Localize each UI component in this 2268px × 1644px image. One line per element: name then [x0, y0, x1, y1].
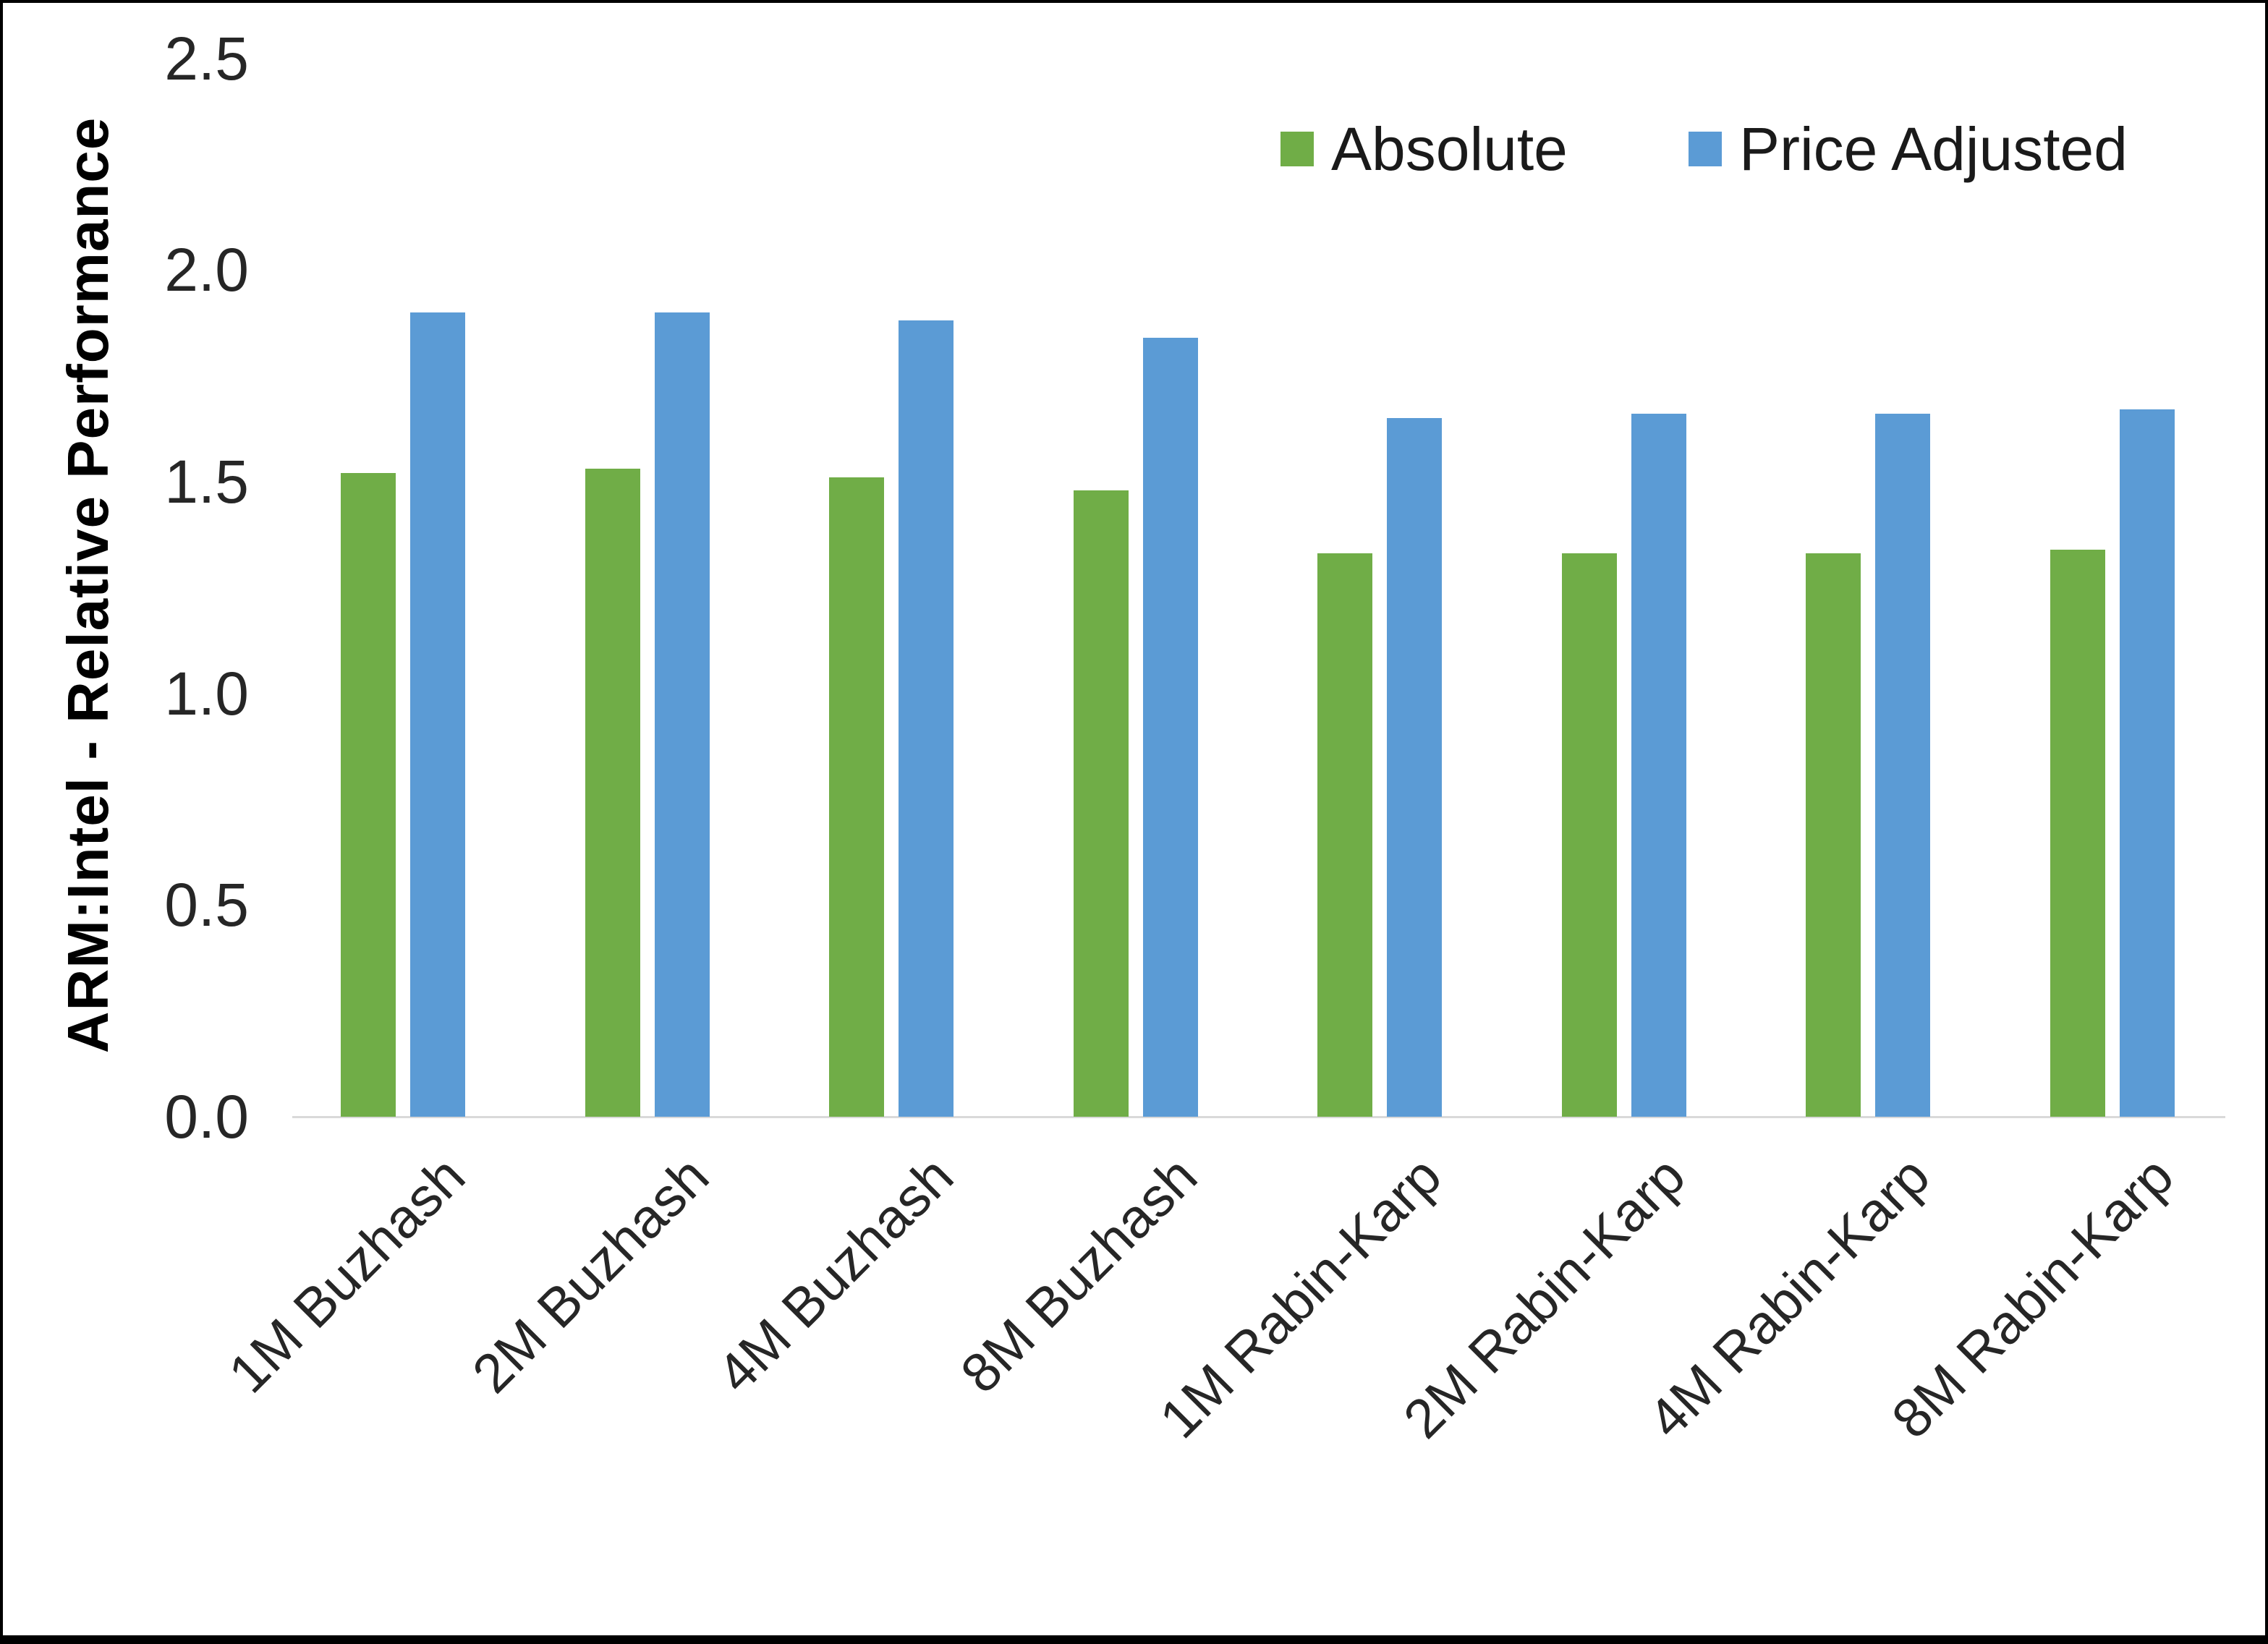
x-axis-label: 4M Buzhash [705, 1145, 965, 1405]
bar-price-adjusted [1142, 337, 1198, 1117]
bar-price-adjusted [410, 312, 465, 1117]
bar-price-adjusted [2119, 409, 2175, 1117]
x-axis-line [292, 1116, 2225, 1118]
bar-absolute [1317, 553, 1372, 1117]
bar-price-adjusted [654, 312, 710, 1117]
bar-absolute [1561, 553, 1617, 1117]
y-tick-label: 2.5 [164, 24, 249, 93]
bar-absolute [585, 469, 640, 1117]
bar-absolute [2050, 549, 2105, 1117]
x-axis-label: 8M Buzhash [949, 1145, 1210, 1405]
legend-label: Absolute [1331, 115, 1568, 183]
legend-swatch-icon [1280, 132, 1314, 166]
y-tick-label: 1.5 [164, 447, 249, 516]
x-axis-label: 1M Buzhash [216, 1145, 477, 1405]
bar-price-adjusted [899, 320, 954, 1117]
bar-price-adjusted [1875, 414, 1930, 1117]
legend-item: Price Adjusted [1689, 111, 2128, 187]
legend-swatch-icon [1689, 132, 1722, 166]
y-tick-label: 1.0 [164, 659, 249, 728]
x-axis-label: 2M Buzhash [461, 1145, 721, 1405]
bar-absolute [1806, 553, 1861, 1117]
bar-absolute [1073, 490, 1129, 1117]
legend-label: Price Adjusted [1739, 115, 2128, 183]
y-tick-label: 0.0 [164, 1083, 249, 1151]
y-tick-label: 0.5 [164, 871, 249, 940]
y-tick-label: 2.0 [164, 236, 249, 304]
bar-price-adjusted [1631, 414, 1686, 1117]
bar-absolute [341, 473, 396, 1117]
legend-item: Absolute [1280, 111, 1568, 187]
bar-price-adjusted [1387, 418, 1442, 1117]
bar-absolute [829, 477, 884, 1117]
